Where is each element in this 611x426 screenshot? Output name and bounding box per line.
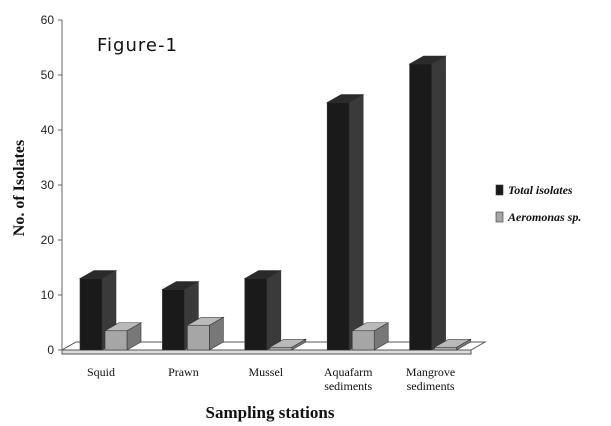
chart-floor-front [61,349,472,355]
legend-swatch [495,211,504,223]
bar-front [79,278,103,351]
y-tick-label: 30 [41,178,55,192]
bar-side [266,269,282,351]
bar-total-isolates-3 [326,93,365,351]
legend-item-aeromonas: Aeromonas sp. [495,210,581,224]
bar-aeromonas-2 [268,338,307,351]
bar-front [269,346,293,351]
bar-front [351,330,375,351]
bar-front [244,278,268,351]
x-category-label: Mussel [248,365,283,379]
y-tick-label: 60 [41,13,55,27]
bar-side [431,55,446,351]
bar-front [104,330,128,351]
y-tick-label: 50 [41,68,55,82]
y-axis-title: No. of Isolates [11,140,28,236]
legend-label: Total isolates [508,183,573,197]
x-axis-title: Sampling stations [206,403,335,422]
legend-label: Aeromonas sp. [507,210,581,224]
x-category-label: Mangrove sediments [406,365,455,393]
category-labels: Squid Prawn Mussel Aquafarm sediments Mangrov… [87,365,455,393]
bar-front [409,63,432,351]
y-tick-label: 10 [41,288,55,302]
bar-aeromonas-3 [351,322,390,351]
bar-front [326,102,350,351]
x-category-label: Prawn [168,365,199,379]
legend: Total isolates Aeromonas sp. [495,183,581,224]
bar-aeromonas-0 [103,322,143,351]
y-tick-label: 20 [41,233,55,247]
bar-total-isolates-2 [243,269,282,351]
y-tick-label: 0 [47,343,54,357]
y-axis: 0 10 20 30 40 50 60 [41,13,63,357]
legend-item-total-isolates: Total isolates [495,183,573,197]
bar-front [434,346,457,351]
bar-front [187,324,210,351]
bar-side [348,93,364,351]
bar-aeromonas-4 [433,338,472,351]
x-category-label: Squid [87,365,115,379]
y-tick-label: 40 [41,123,55,137]
bars [78,55,472,351]
bar-aeromonas-1 [186,316,225,351]
x-category-label: Aquafarm sediments [324,365,373,393]
chart-title: Figure-1 [97,35,178,56]
bar-front [162,289,185,351]
bar-total-isolates-4 [408,55,447,351]
legend-swatch [495,184,504,196]
